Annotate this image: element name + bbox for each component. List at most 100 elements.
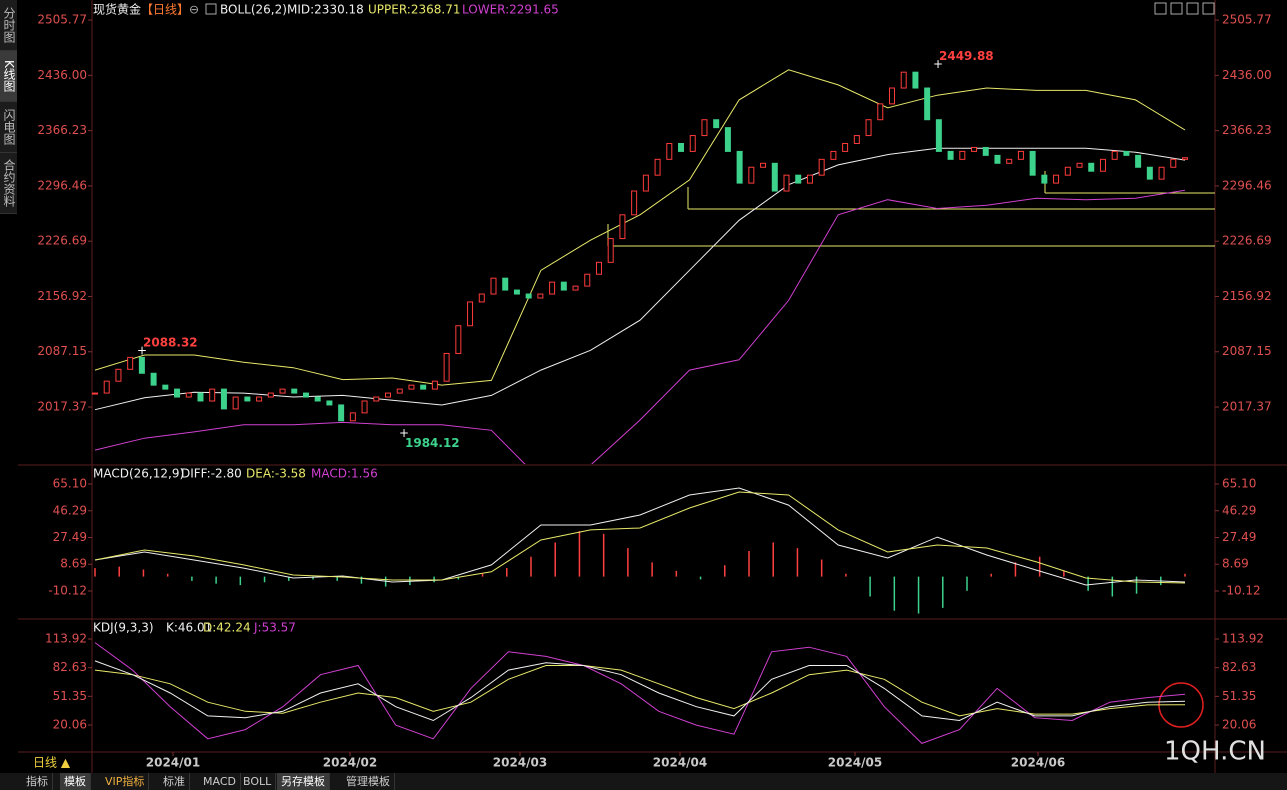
main-plot [92, 69, 1215, 464]
candle [431, 380, 438, 390]
macd-dea: DEA:-3.58 [246, 467, 306, 481]
candle [619, 214, 626, 240]
indicator-line [94, 147, 1186, 411]
candle [701, 119, 708, 137]
x-tick-label: 2024/02 [323, 756, 377, 770]
y-tick-label: 2436.00 [37, 68, 87, 82]
candle [865, 119, 872, 137]
bottom-tab[interactable]: 指标 [22, 773, 53, 790]
candle [502, 277, 509, 291]
extreme-label: 2088.32 [143, 335, 198, 349]
y-tick-label: 2017.37 [37, 400, 87, 414]
y-tick-label: 65.10 [1222, 477, 1256, 491]
candle [92, 392, 98, 395]
indicator-line [94, 487, 1186, 586]
x-tick-label: 2024/03 [493, 756, 547, 770]
kdj-title: KDJ(9,3,3) [93, 621, 154, 635]
period-button[interactable]: 日线 ▲ [33, 756, 71, 770]
extreme-label: 2449.88 [939, 49, 994, 63]
instrument-title: 现货黄金 [93, 2, 141, 17]
sidebar-tab[interactable]: 分时图 [0, 0, 17, 51]
candle [560, 281, 567, 291]
sidebar-tab[interactable]: 合约资料 [0, 153, 17, 214]
x-tick-label: 2024/05 [828, 756, 882, 770]
y-tick-label: 2366.23 [37, 123, 87, 137]
candle [302, 392, 309, 398]
y-tick-label: 65.10 [53, 477, 87, 491]
chart: 现货黄金 【日线】 ⊖ BOLL(26,2) MID:2330.18 UPPER… [18, 0, 1287, 773]
kdj-k: K:46.01 [166, 621, 212, 635]
sidebar-tab[interactable]: 闪电图 [0, 102, 17, 153]
indicator-line [94, 491, 1186, 584]
boll-lower: LOWER:2291.65 [462, 3, 559, 17]
candle [326, 400, 333, 406]
y-tick-label: 82.63 [1222, 660, 1256, 674]
candle [197, 392, 204, 402]
candle [1029, 150, 1036, 176]
extreme-marker: + [137, 343, 147, 357]
extreme-label: 1984.12 [405, 436, 460, 450]
sidebar-tab[interactable]: K线图 [0, 51, 17, 102]
macd-plot [94, 487, 1186, 614]
candle [678, 142, 685, 152]
candle [713, 119, 720, 129]
candle [185, 392, 192, 398]
candle [174, 388, 181, 398]
y-tick-label: 2156.92 [1222, 289, 1272, 303]
candle [549, 281, 556, 295]
candle [1182, 157, 1188, 160]
bottom-tab[interactable]: MACD [199, 773, 241, 790]
boll-mid: MID:2330.18 [287, 3, 364, 17]
zoom-icon[interactable]: ⊖ [189, 3, 199, 17]
y-tick-label: 113.92 [1222, 632, 1264, 646]
bottom-tab[interactable]: BOLL [239, 773, 277, 790]
candle [396, 388, 403, 394]
candle [760, 162, 767, 168]
extreme-marker: + [399, 426, 409, 440]
candle [220, 388, 227, 410]
candle [490, 277, 497, 295]
candle [1076, 162, 1083, 168]
candle [279, 388, 286, 394]
candle [349, 412, 356, 422]
candle [982, 146, 989, 156]
candle [888, 87, 895, 105]
candle [291, 388, 298, 394]
candle [373, 396, 380, 402]
candle [455, 325, 462, 354]
x-tick-label: 2024/06 [1011, 756, 1065, 770]
bottom-tab[interactable]: 标准 [159, 773, 190, 790]
candle [584, 273, 591, 287]
candle [408, 384, 415, 390]
candle [1064, 166, 1071, 176]
macd-dif: DIFF:-2.80 [181, 467, 242, 481]
candle [689, 135, 696, 152]
candle [971, 146, 978, 152]
y-tick-label: -10.12 [48, 583, 87, 597]
candle [806, 174, 813, 184]
candle [1135, 154, 1142, 168]
candle [513, 289, 520, 295]
toolbar-icons[interactable] [1154, 2, 1215, 15]
candle [795, 174, 802, 184]
watermark: 1QH.CN [1164, 737, 1266, 767]
indicator-icon[interactable] [205, 3, 217, 15]
bottom-tab[interactable]: 管理模板 [342, 773, 395, 790]
kdj-j: J:53.57 [253, 621, 296, 635]
candle [1123, 150, 1130, 156]
y-tick-label: 27.49 [1222, 530, 1256, 544]
bottom-tab[interactable]: VIP指标 [101, 773, 150, 790]
candle [853, 135, 860, 144]
candle [959, 150, 966, 160]
bottom-tab[interactable]: 另存模板 [277, 773, 330, 790]
candle [842, 142, 849, 152]
y-tick-label: 2156.92 [37, 289, 87, 303]
indicator-line [94, 665, 1186, 717]
y-tick-label: 113.92 [45, 632, 87, 646]
bottom-tab[interactable]: 模板 [60, 773, 91, 790]
candle [783, 174, 790, 192]
candle [912, 71, 919, 89]
period-label: 【日线】 [141, 3, 189, 17]
candle [877, 103, 884, 121]
candle [467, 301, 474, 327]
